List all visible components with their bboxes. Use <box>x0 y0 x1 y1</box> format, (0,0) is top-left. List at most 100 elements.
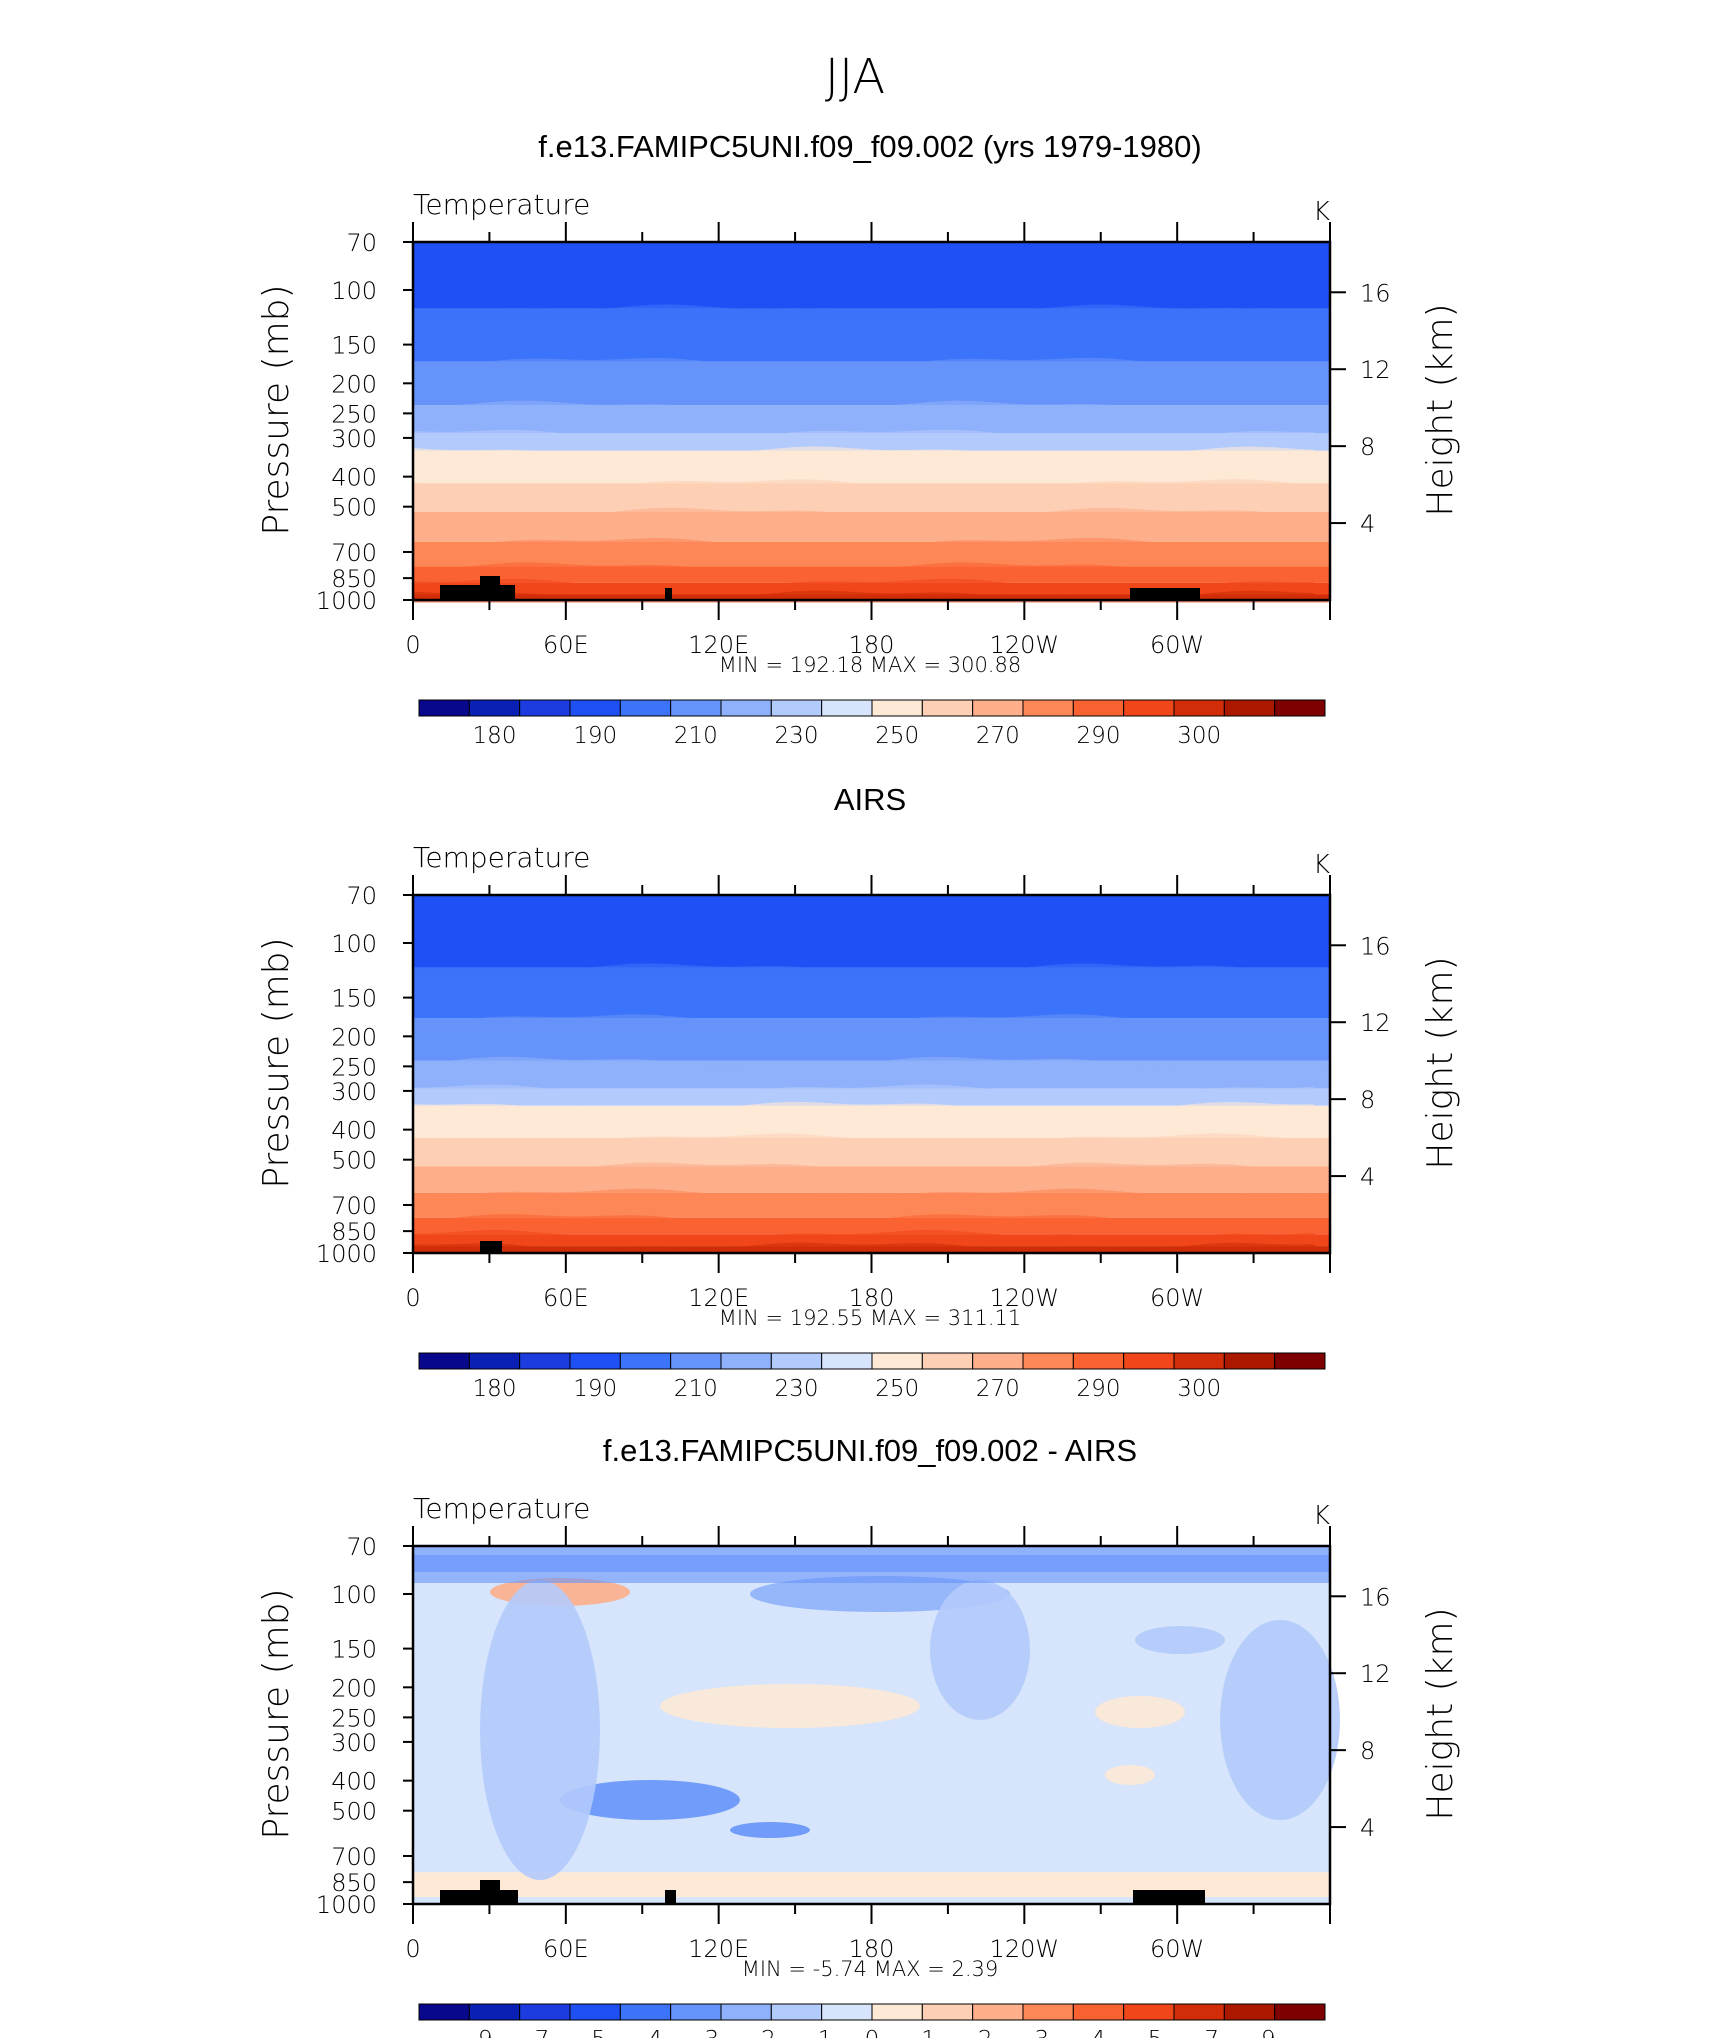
colorbar-label: 3 <box>1035 2027 1050 2038</box>
y-tick-label: 250 <box>331 1704 377 1732</box>
land-mask <box>480 1241 502 1253</box>
colorbar-swatch <box>770 699 823 717</box>
colorbar-swatch <box>770 1352 823 1370</box>
contour-edge <box>413 562 1330 575</box>
y2-axis-label: Height (km) <box>1420 1607 1461 1820</box>
colorbar-swatch <box>1223 2003 1276 2021</box>
colorbar-swatch <box>468 1352 521 1370</box>
x-tick-label: 120W <box>990 1935 1060 1963</box>
panel-title: AIRS <box>834 782 906 817</box>
y-tick-label: 200 <box>331 1023 377 1051</box>
contour-band <box>413 895 1330 968</box>
colorbar-label: 1 <box>921 2027 936 2038</box>
y-tick-label: 850 <box>331 565 377 593</box>
contour-band <box>413 242 1330 309</box>
x-tick-label: 120W <box>990 1284 1060 1312</box>
colorbar-swatch <box>1123 1352 1175 1370</box>
contour-band <box>413 1897 1330 1904</box>
contour-region <box>480 1580 600 1880</box>
colorbar-swatch <box>1173 2003 1225 2021</box>
y-tick-label: 300 <box>331 1729 377 1757</box>
colorbar-swatch <box>670 699 722 717</box>
y-tick-label: 300 <box>331 1078 377 1106</box>
colorbar-swatch <box>720 699 772 717</box>
colorbar-label: 0 <box>865 2027 880 2038</box>
colorbar-label: 210 <box>674 1376 718 1402</box>
land-mask <box>440 1890 518 1904</box>
contour-region <box>1105 1765 1155 1785</box>
contour-band <box>413 308 1330 362</box>
contour-region <box>1220 1620 1340 1820</box>
colorbar-swatch <box>1072 1352 1125 1370</box>
colorbar-label: 230 <box>775 723 819 749</box>
colorbar-swatch <box>519 699 571 717</box>
panel-left-label: Temperature <box>413 188 590 221</box>
y-tick-label: 250 <box>331 1053 377 1081</box>
colorbar-swatch <box>821 2003 873 2021</box>
colorbar-swatch <box>770 2003 823 2021</box>
x-tick-label: 60E <box>543 1284 589 1312</box>
panel-1: f.e13.FAMIPC5UNI.f09_f09.002 (yrs 1979-1… <box>256 129 1461 749</box>
colorbar-label: −7 <box>515 2027 549 2038</box>
y-tick-label: 1000 <box>316 1891 377 1919</box>
figure-suptitle: JJA <box>825 49 885 105</box>
contour-region <box>1095 1696 1185 1728</box>
y-tick-label: 500 <box>331 1147 377 1175</box>
colorbar-swatch <box>1022 699 1074 717</box>
contour-edge <box>413 304 1330 317</box>
colorbar-label: 210 <box>674 723 718 749</box>
contour-edge <box>413 1162 1330 1175</box>
colorbar-swatch <box>1123 699 1175 717</box>
colorbar-label: 250 <box>875 1376 919 1402</box>
land-mask <box>1130 588 1200 600</box>
panel-title: f.e13.FAMIPC5UNI.f09_f09.002 - AIRS <box>603 1433 1137 1468</box>
y2-tick-label: 8 <box>1360 433 1375 461</box>
y-tick-label: 250 <box>331 400 377 428</box>
contour-region <box>930 1580 1030 1720</box>
x-tick-label: 120E <box>688 1935 749 1963</box>
colorbar-swatch <box>1274 2003 1326 2021</box>
colorbar-label: 290 <box>1077 1376 1121 1402</box>
y-tick-label: 400 <box>331 1768 377 1796</box>
contour-edge <box>413 400 1330 414</box>
x-tick-label: 180 <box>849 1284 895 1312</box>
panels: f.e13.FAMIPC5UNI.f09_f09.002 (yrs 1979-1… <box>256 129 1461 2038</box>
y2-tick-label: 4 <box>1360 1163 1375 1191</box>
panel-left-label: Temperature <box>413 841 590 874</box>
y-tick-label: 500 <box>331 1798 377 1826</box>
colorbar-swatch <box>418 699 470 717</box>
colorbar-swatch <box>972 699 1024 717</box>
colorbar-label: −9 <box>459 2027 493 2038</box>
x-tick-label: 120E <box>688 1284 749 1312</box>
colorbar-label: 190 <box>573 723 617 749</box>
y-tick-label: 70 <box>346 229 377 257</box>
colorbar-swatch <box>468 2003 521 2021</box>
y-tick-label: 70 <box>346 1533 377 1561</box>
colorbar-swatch <box>1072 699 1125 717</box>
x-tick-label: 0 <box>405 1284 420 1312</box>
colorbar-swatch <box>720 1352 772 1370</box>
colorbar-swatch <box>1173 699 1225 717</box>
contour-region <box>730 1822 810 1838</box>
land-mask <box>480 576 500 600</box>
colorbar-label: 190 <box>573 1376 617 1402</box>
contour-region <box>413 1555 1330 1583</box>
colorbar-swatch <box>1022 1352 1074 1370</box>
x-tick-label: 180 <box>849 631 895 659</box>
y-tick-label: 400 <box>331 464 377 492</box>
colorbar-label: 230 <box>775 1376 819 1402</box>
x-tick-label: 180 <box>849 1935 895 1963</box>
contour-band <box>413 967 1330 1019</box>
colorbar-swatch <box>1072 2003 1125 2021</box>
y2-axis-label: Height (km) <box>1420 303 1461 516</box>
colorbar-swatch <box>670 1352 722 1370</box>
contour-edge <box>413 446 1330 459</box>
y2-tick-label: 8 <box>1360 1086 1375 1114</box>
y-axis-label: Pressure (mb) <box>256 1588 297 1839</box>
contour-edge <box>413 1084 1330 1097</box>
contour-edge <box>413 1229 1330 1243</box>
colorbar: 180 190 210 230 250 270 290 300 <box>418 1352 1326 1402</box>
colorbar-swatch <box>619 1352 672 1370</box>
colorbar-label: 180 <box>473 723 517 749</box>
y2-tick-label: 12 <box>1360 1009 1391 1037</box>
